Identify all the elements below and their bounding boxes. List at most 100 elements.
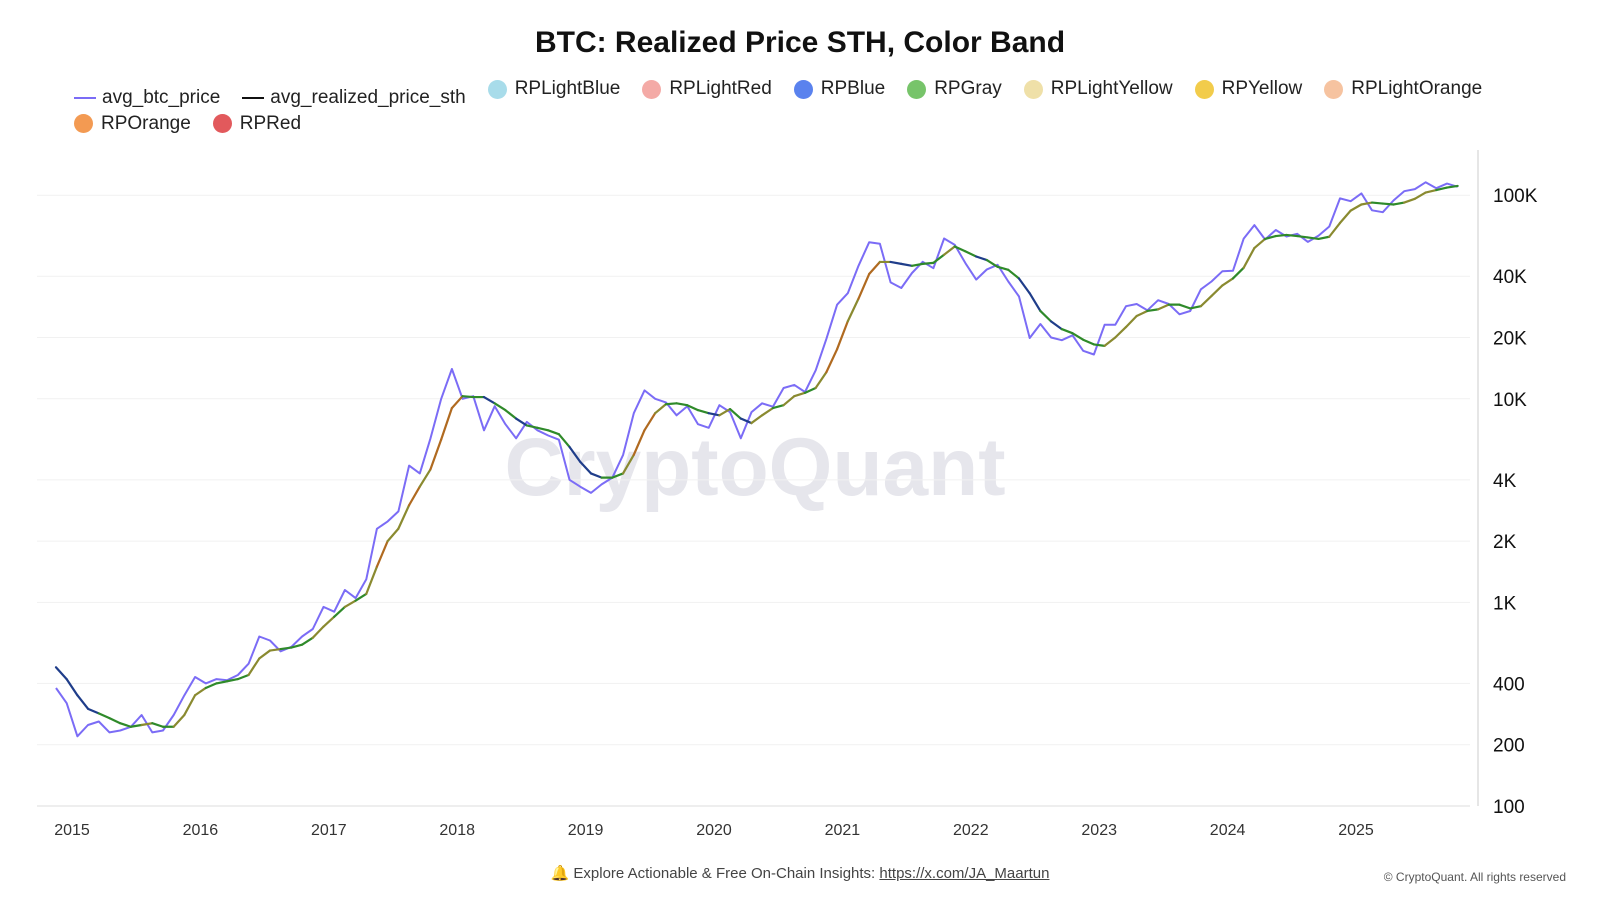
realized-price-sth-segment <box>140 722 154 727</box>
realized-price-sth-segment <box>1253 237 1267 250</box>
legend-item[interactable]: RPLightYellow <box>1023 76 1173 102</box>
realized-price-sth-segment <box>975 255 988 262</box>
copyright: © CryptoQuant. All rights reserved <box>1383 870 1566 884</box>
realized-price-sth-segment <box>996 265 1010 271</box>
realized-price-sth-segment <box>761 407 774 417</box>
realized-price-sth-segment <box>664 402 678 406</box>
realized-price-sth-segment <box>236 673 250 681</box>
legend-swatch <box>642 79 662 99</box>
realized-price-sth-segment <box>1413 191 1427 200</box>
legend-label: avg_realized_price_sth <box>270 86 466 108</box>
realized-price-sth-segment <box>1060 327 1074 335</box>
legend-item[interactable]: RPLightBlue <box>487 76 620 102</box>
realized-price-sth-segment <box>1114 325 1128 339</box>
y-tick-label: 100 <box>1493 797 1525 818</box>
realized-price-sth-segment <box>686 404 700 412</box>
realized-price-sth-segment <box>557 433 571 449</box>
realized-price-sth-segment <box>846 297 860 323</box>
realized-price-sth-segment <box>621 453 635 475</box>
bell-icon: 🔔 <box>550 865 570 882</box>
realized-price-sth-segment <box>429 438 443 471</box>
realized-price-sth-segment <box>921 261 935 265</box>
footer-text: Explore Actionable & Free On-Chain Insig… <box>573 865 880 882</box>
realized-price-sth-segment <box>1231 266 1245 280</box>
legend-label: RPLightRed <box>669 78 772 99</box>
realized-price-sth-segment <box>1135 309 1149 318</box>
realized-price-sth-segment <box>632 429 646 457</box>
realized-price-sth-segment <box>1146 308 1160 313</box>
realized-price-sth-segment <box>1210 284 1224 298</box>
x-tick-label: 2022 <box>953 822 989 839</box>
x-tick-label: 2020 <box>696 822 732 839</box>
legend: avg_btc_price avg_realized_price_sth RPLig… <box>74 76 1554 141</box>
legend-label: RPLightYellow <box>1050 78 1173 99</box>
realized-price-sth-segment <box>1049 320 1063 331</box>
legend-label: RPOrange <box>101 112 191 134</box>
realized-price-sth-segment <box>579 460 593 475</box>
realized-price-sth-segment <box>86 707 100 715</box>
realized-price-sth-segment <box>782 395 796 407</box>
legend-label: RPYellow <box>1221 78 1303 99</box>
y-tick-label: 4K <box>1493 471 1517 492</box>
legend-label: RPBlue <box>820 78 886 99</box>
realized-price-sth-segment <box>183 694 197 717</box>
realized-price-sth-segment <box>322 615 336 628</box>
realized-price-sth-segment <box>172 713 186 728</box>
realized-price-sth-segment <box>835 320 849 351</box>
x-tick-label: 2021 <box>825 822 861 839</box>
footer-link[interactable]: https://x.com/JA_Maartun <box>879 865 1050 882</box>
legend-swatch <box>907 79 927 99</box>
realized-price-sth-segment <box>985 258 999 268</box>
realized-price-sth-segment <box>119 722 132 728</box>
legend-swatch <box>242 96 265 99</box>
realized-price-sth-segment <box>739 417 753 425</box>
realized-price-sth-segment <box>1263 234 1277 241</box>
realized-price-sth-segment <box>525 424 539 429</box>
realized-price-sth-segment <box>247 657 261 677</box>
realized-price-sth-segment <box>547 429 560 436</box>
realized-price-sth-segment <box>1306 236 1320 241</box>
realized-price-sth-segment <box>343 599 357 609</box>
realized-price-sth-segment <box>311 625 325 639</box>
x-tick-label: 2017 <box>311 822 347 839</box>
legend-item[interactable]: RPLightOrange <box>1324 76 1482 102</box>
legend-item[interactable]: RPRed <box>212 111 301 137</box>
realized-price-sth-segment <box>504 409 518 420</box>
realized-price-sth-segment <box>1274 233 1288 238</box>
x-tick-label: 2015 <box>54 822 90 839</box>
realized-price-sth-segment <box>707 412 721 417</box>
legend-item[interactable]: RPBlue <box>793 76 886 102</box>
y-tick-label: 20K <box>1493 329 1527 350</box>
x-tick-label: 2023 <box>1081 822 1117 839</box>
realized-price-sth-segment <box>964 250 978 258</box>
x-tick-label: 2018 <box>439 822 475 839</box>
realized-price-sth-segment <box>953 245 967 253</box>
legend-item[interactable]: avg_realized_price_sth <box>242 85 466 111</box>
legend-swatch <box>793 79 813 99</box>
realized-price-sth-segment <box>290 643 304 649</box>
realized-price-sth-segment <box>803 386 817 394</box>
legend-swatch <box>74 96 96 99</box>
realized-price-sth-segment <box>461 395 475 399</box>
y-tick-label: 200 <box>1493 736 1525 757</box>
watermark: CryptoQuant <box>504 422 1005 513</box>
realized-price-sth-segment <box>910 262 924 267</box>
realized-price-sth-segment <box>226 678 239 683</box>
realized-price-sth-segment <box>868 260 881 276</box>
realized-price-sth-segment <box>1028 292 1042 313</box>
realized-price-sth-segment <box>258 649 272 660</box>
legend-item[interactable]: RPGray <box>907 76 1002 102</box>
realized-price-sth-segment <box>1156 303 1170 311</box>
legend-item[interactable]: RPOrange <box>74 111 191 137</box>
realized-price-sth-segment <box>643 412 657 432</box>
legend-swatch <box>74 114 93 133</box>
y-tick-label: 10K <box>1493 390 1527 411</box>
legend-item[interactable]: RPYellow <box>1194 76 1303 102</box>
legend-item[interactable]: RPLightRed <box>642 76 772 102</box>
legend-label: RPLightOrange <box>1351 78 1483 99</box>
realized-price-sth-segment <box>204 682 218 690</box>
legend-item[interactable]: avg_btc_price <box>74 85 220 111</box>
realized-price-sth-segment <box>1296 234 1309 239</box>
realized-price-sth-segment <box>793 391 807 398</box>
